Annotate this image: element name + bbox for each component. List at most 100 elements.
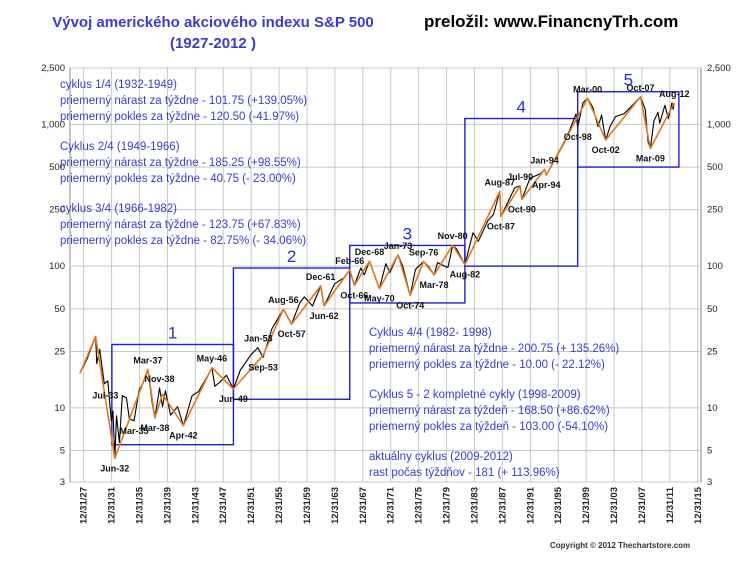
y-tick-label-right: 3 (707, 477, 712, 488)
y-tick-label-right: 10 (707, 403, 718, 414)
point-annotation: Oct-57 (278, 329, 306, 339)
cycle-number-label: 1 (168, 324, 177, 343)
x-tick-label: 12/31/55 (274, 486, 285, 524)
series-layer (79, 96, 675, 460)
point-annotation: Mar-09 (636, 153, 665, 163)
x-tick-label: 12/31/47 (218, 487, 229, 524)
y-tick-label-right: 500 (707, 162, 723, 173)
y-tick-label-right: 100 (707, 261, 723, 272)
y-tick-label-right: 25 (707, 346, 718, 357)
point-annotation: Jan-94 (530, 155, 559, 165)
y-tick-label-right: 50 (707, 304, 718, 315)
point-annotation: Dec-61 (306, 272, 336, 282)
point-annotation: Oct-02 (592, 145, 620, 155)
point-annotation: Aug-56 (268, 295, 299, 305)
cycle-box (349, 244, 466, 304)
cycle-note-line: priemerný nárast za týždne - 185.25 (+98… (60, 157, 301, 169)
cycle-note-line: priemerný pokles za týždne - 82.75% (- 3… (60, 235, 306, 247)
point-annotation: Sep-76 (409, 248, 439, 258)
y-tick-label-left: 500 (49, 162, 65, 173)
plot-area (69, 67, 702, 483)
x-tick-label: 12/31/75 (414, 486, 425, 524)
x-tick-label: 12/31/11 (665, 486, 676, 523)
cycle-note-line: Cyklus 5 - 2 kompletné cykly (1998-2009) (369, 389, 581, 401)
point-annotation: Jul-33 (92, 391, 118, 401)
cycle-note-line: priemerný pokles za týždne - 120.50 (-41… (60, 111, 299, 123)
point-annotation: Oct-87 (487, 222, 515, 232)
y-tick-label-right: 250 (707, 205, 723, 216)
y-tick-label-right: 1,000 (707, 119, 731, 130)
point-annotation: Jan-73 (384, 241, 413, 251)
cycle-note-line: priemerný nárast za týždne - 200.75 (+ 1… (369, 343, 619, 355)
x-tick-label: 12/31/39 (162, 487, 173, 524)
y-tick-label-left: 2,500 (41, 63, 65, 74)
x-tick-label: 12/31/67 (358, 487, 369, 524)
cycle-note-line: priemerný pokles za týždeň - 103.00 (-54… (369, 421, 608, 433)
x-tick-label: 12/31/59 (302, 487, 313, 524)
y-tick-label-left: 50 (54, 304, 65, 315)
cycle-note-line: priemerný pokles za týždne - 10.00 (- 22… (369, 359, 605, 371)
x-tick-label: 12/31/07 (637, 487, 648, 524)
cycle-number-label: 3 (403, 224, 412, 243)
x-tick-label: 12/31/99 (581, 487, 592, 524)
point-annotation: Aug-87 (485, 177, 516, 187)
point-annotation: May-70 (364, 294, 395, 304)
x-tick-label: 12/31/15 (693, 486, 704, 524)
y-tick-label-left: 5 (60, 446, 65, 457)
x-tick-label: 12/31/79 (442, 487, 453, 524)
point-annotation: Mar-35 (119, 426, 148, 436)
x-tick-label: 12/31/35 (134, 486, 145, 524)
y-tick-label-left: 3 (60, 477, 65, 488)
x-tick-label: 12/31/27 (79, 487, 90, 524)
point-annotation: Aug-12 (659, 89, 690, 99)
cycle-box-layer: 1 2 3 4 5 (111, 71, 680, 446)
cycle-number-label: 2 (287, 247, 296, 266)
y-tick-label-right: 5 (707, 446, 712, 457)
cycle-note-line: Cyklus 4/4 (1982- 1998) (369, 327, 492, 339)
grid-layer (70, 67, 701, 483)
point-annotation: Jan-53 (244, 334, 273, 344)
x-tick-label: 12/31/63 (330, 487, 341, 524)
point-annotation: Nov-38 (145, 374, 175, 384)
x-tick-label: 12/31/43 (190, 487, 201, 524)
point-annotation: Oct-98 (564, 132, 592, 142)
cycle-box (577, 91, 680, 168)
point-annotation: Mar-37 (133, 355, 162, 365)
point-annotation: Oct-90 (508, 204, 536, 214)
point-annotation: Dec-68 (355, 247, 385, 257)
point-annotation: May-46 (197, 354, 228, 364)
point-annotation: Jun-62 (310, 311, 339, 321)
cycle-note-line: priemerný nárast za týždeň - 168.50 (+86… (369, 405, 610, 417)
annotation-layer: Jul-33 Mar-35 Mar-37 Mar-38 Nov-38 Apr-42 May-… (92, 83, 689, 474)
cycle-note-line: cyklus 1/4 (1932-1949) (60, 79, 177, 91)
point-annotation: Mar-78 (420, 280, 449, 290)
cycle-number-label: 5 (624, 71, 633, 90)
y-tick-label-left: 250 (49, 205, 65, 216)
cycle-box (232, 267, 351, 400)
chart-subtitle: (1927-2012 ) (170, 35, 256, 52)
cycle-box (464, 117, 579, 267)
point-annotation: Mar-38 (140, 423, 169, 433)
cycle-note-line: priemerný pokles za týždne - 40.75 (- 23… (60, 173, 296, 185)
x-tick-label: 12/31/71 (386, 486, 397, 524)
y-tick-label-left: 1,000 (41, 119, 65, 130)
cycle-note-line: aktuálny cyklus (2009-2012) (369, 451, 513, 463)
cycle-note-line: rast počas týždňov - 181 (+ 113.96%) (369, 467, 560, 479)
x-tick-label: 12/31/03 (609, 487, 620, 524)
cycle-number-label: 4 (517, 98, 526, 117)
y-tick-label-left: 100 (49, 261, 65, 272)
cycle-note-line: priemerný nárast za týždne - 101.75 (+13… (60, 95, 307, 107)
x-tick-label: 12/31/87 (497, 487, 508, 524)
x-tick-label: 12/31/51 (246, 486, 257, 524)
point-annotation: Mar-00 (573, 84, 602, 94)
copyright-text: Copyright © 2012 Thechartstore.com (550, 541, 690, 550)
y-tick-label-left: 25 (54, 346, 65, 357)
point-annotation: Oct-07 (627, 83, 655, 93)
point-annotation: Oct-74 (396, 300, 424, 310)
point-annotation: Jun-32 (100, 463, 129, 473)
point-annotation: Aug-82 (450, 270, 481, 280)
cycle-note-line: Cyklus 2/4 (1949-1966) (60, 141, 180, 153)
